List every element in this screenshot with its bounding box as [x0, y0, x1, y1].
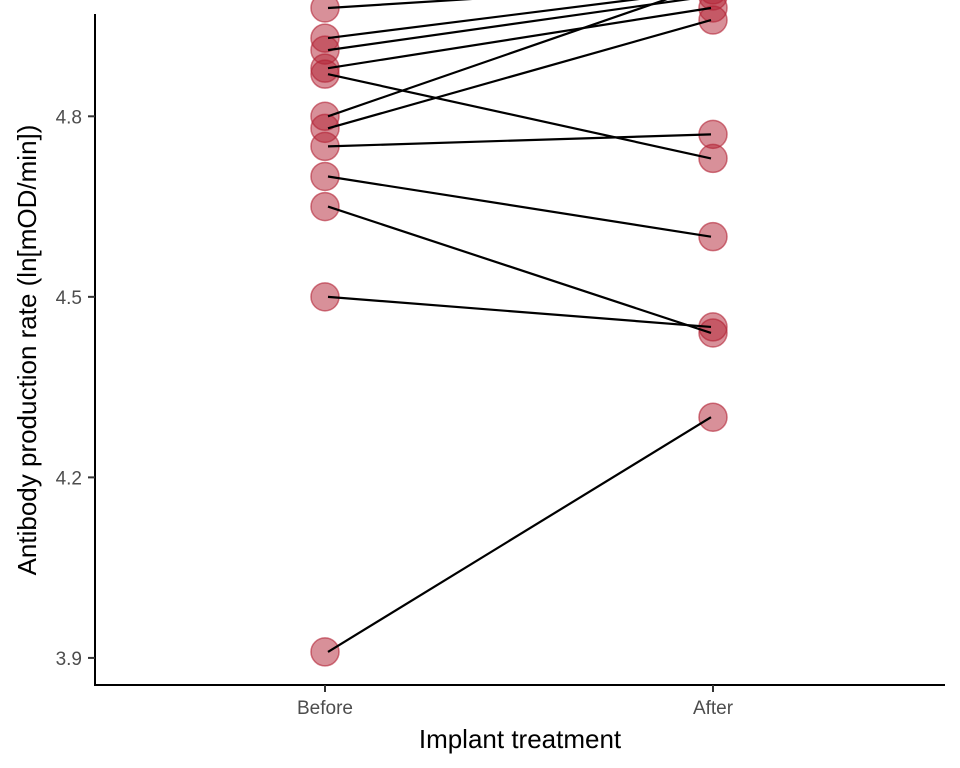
pair-line	[327, 73, 712, 160]
point-after	[698, 5, 728, 35]
point-before	[310, 161, 340, 192]
pair-lines	[327, 0, 712, 653]
point-after	[698, 402, 728, 432]
y-tick-label: 4.5	[56, 288, 82, 309]
pair-line	[327, 0, 473, 10]
x-tick-label: Before	[297, 698, 353, 719]
point-after	[698, 221, 728, 252]
pair-line	[327, 0, 668, 118]
y-axis-title: Antibody production rate (ln[mOD/min])	[12, 125, 42, 576]
pair-line	[327, 6, 712, 70]
point-before	[310, 191, 340, 222]
x-tick-label: After	[693, 698, 734, 719]
pair-line	[327, 175, 712, 238]
pair-line	[327, 0, 691, 52]
pair-line	[327, 295, 712, 329]
x-axis-title: Implant treatment	[419, 724, 622, 754]
point-before	[310, 637, 340, 667]
x-axis-ticks: Before After	[297, 685, 734, 719]
point-before	[310, 59, 340, 89]
y-tick-label: 4.8	[56, 107, 82, 128]
pair-line	[327, 205, 712, 334]
point-before	[310, 0, 340, 23]
data-points	[310, 0, 728, 667]
pair-line	[327, 0, 640, 40]
y-tick-label: 4.2	[56, 468, 82, 489]
y-axis-ticks: 3.9 4.2 4.5 4.8	[56, 107, 95, 670]
pair-line	[327, 416, 712, 653]
pair-line	[327, 18, 712, 130]
pair-line	[327, 133, 712, 148]
y-tick-label: 3.9	[56, 649, 82, 670]
